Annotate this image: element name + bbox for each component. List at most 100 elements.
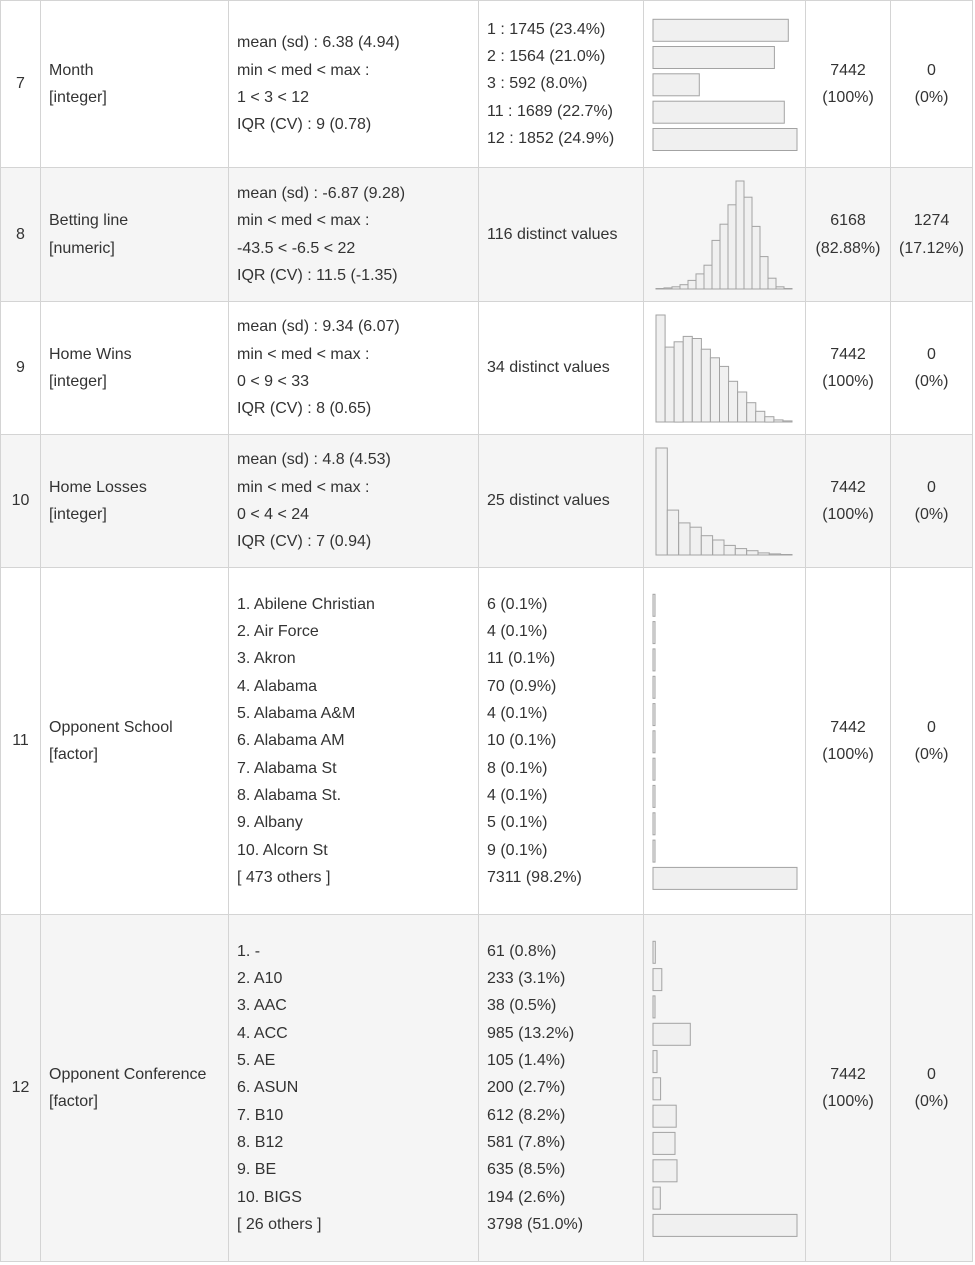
freq-line: 11 (0.1%) [487,650,556,668]
stats-line: 8. Alabama St. [237,786,342,804]
graph-svg [652,940,798,1237]
stats-line: min < med < max : [237,478,370,496]
stats-line: [ 473 others ] [237,868,331,886]
stats-line: 0 < 4 < 24 [237,506,310,523]
valid-cell: 7442 (100%) [805,0,891,168]
freq-line: 105 (1.4%) [487,1052,566,1070]
stats-line: 1. Abilene Christian [237,595,375,613]
histogram-bar [655,447,668,556]
histogram-bar [671,286,681,290]
variable-name: Home Losses [49,478,147,496]
row-number: 7 [16,75,25,93]
stats-line: min < med < max : [237,345,370,363]
histogram-bar [655,288,665,290]
freq-line: 70 (0.9%) [487,677,557,695]
histogram-bar [664,346,675,423]
freq-bar [652,730,656,754]
freq-line: 3798 (51.0%) [487,1215,584,1233]
histogram-bar [666,509,680,556]
freq-bar [652,593,656,617]
table-row: 9 Home Wins [integer] mean (sd) : 9.34 (6.0… [0,301,973,435]
valid-cell: 7442 (100%) [805,434,891,568]
histogram-bar [764,416,775,423]
histogram-bar [678,522,691,556]
missing-count: 1274 [913,212,950,230]
variable-type: [integer] [49,506,107,523]
histogram-bar [682,335,693,423]
freq-bar [652,968,663,992]
stats-line: 5. AE [237,1052,276,1070]
stats-line: 9. BE [237,1161,277,1179]
table-row: 8 Betting line [numeric] mean (sd) : -6.87 … [0,167,973,302]
histogram-bar [775,286,785,290]
missing-percent: (0%) [914,506,949,523]
freq-bar [652,648,656,672]
freq-line: 116 distinct values [487,225,618,243]
freq-line: 11 : 1689 (22.7%) [487,102,614,120]
freq-bar [652,940,656,964]
freq-bar [652,757,656,781]
histogram-bar [719,365,730,423]
variable-cell: Home Losses [integer] [40,434,229,568]
histogram-bar [767,277,777,290]
histogram-bar [773,419,784,423]
freq-line: 38 (0.5%) [487,997,557,1015]
freq-line: 6 (0.1%) [487,595,548,613]
variable-cell: Opponent School [factor] [40,567,229,915]
histogram-bar [746,402,757,423]
histogram-bar [746,550,759,556]
missing-cell: 1274 (17.12%) [890,167,973,302]
stats-cell: mean (sd) : 9.34 (6.07) min < med < max :… [228,301,479,435]
variable-name: Month [49,61,94,79]
stats-line: 5. Alabama A&M [237,705,356,723]
histogram-bar [728,380,739,423]
valid-percent: (100%) [822,89,874,106]
histogram-bar [768,553,782,556]
stats-line: IQR (CV) : 7 (0.94) [237,533,372,551]
histogram-bar [687,279,697,290]
row-number: 12 [11,1079,30,1097]
freq-bar [652,73,700,97]
histogram-bar [737,391,748,423]
freqs-cell: 6 (0.1%) 4 (0.1%) 11 (0.1%) 70 (0.9%) 4 (0.1… [478,567,644,915]
graph-svg [652,593,798,890]
row-number: 9 [16,359,25,377]
variable-name: Opponent Conference [49,1065,207,1083]
variable-cell: Opponent Conference [factor] [40,914,229,1262]
stats-line: 7. B10 [237,1106,284,1124]
freq-line: 200 (2.7%) [487,1079,566,1097]
histogram-bar [691,338,702,423]
freqs-cell: 1 : 1745 (23.4%) 2 : 1564 (21.0%) 3 : 592 … [478,0,644,168]
histogram-bar [700,348,711,423]
histogram-bar [727,204,737,290]
freq-bar [652,812,656,836]
row-number-cell: 7 [0,0,41,168]
freq-bar [652,703,656,727]
freq-line: 4 (0.1%) [487,705,548,723]
histogram-bar [783,288,793,290]
stats-cell: 1. - 2. A10 3. AAC 4. ACC 5. AE 6. ASUN 7. B10… [228,914,479,1262]
graph-cell [643,434,806,568]
freq-bar [652,784,656,808]
valid-count: 7442 [830,61,866,79]
valid-count: 7442 [830,478,866,496]
graph-svg [655,180,793,290]
freq-line: 4 (0.1%) [487,623,548,641]
missing-percent: (0%) [914,373,949,390]
freq-bar [652,100,785,124]
valid-percent: (100%) [822,746,874,763]
missing-percent: (0%) [914,746,949,763]
stats-line: IQR (CV) : 11.5 (-1.35) [237,266,398,284]
valid-percent: (100%) [822,506,874,523]
valid-cell: 6168 (82.88%) [805,167,891,302]
histogram-bar [711,239,721,290]
valid-cell: 7442 (100%) [805,914,891,1262]
stats-line: 2. A10 [237,970,283,988]
valid-count: 7442 [830,345,866,363]
missing-count: 0 [927,61,936,79]
freq-bar [652,128,798,151]
freq-line: 12 : 1852 (24.9%) [487,129,615,147]
freq-bar [652,1104,677,1128]
stats-line: 3. AAC [237,997,287,1015]
freq-bar [652,621,656,645]
